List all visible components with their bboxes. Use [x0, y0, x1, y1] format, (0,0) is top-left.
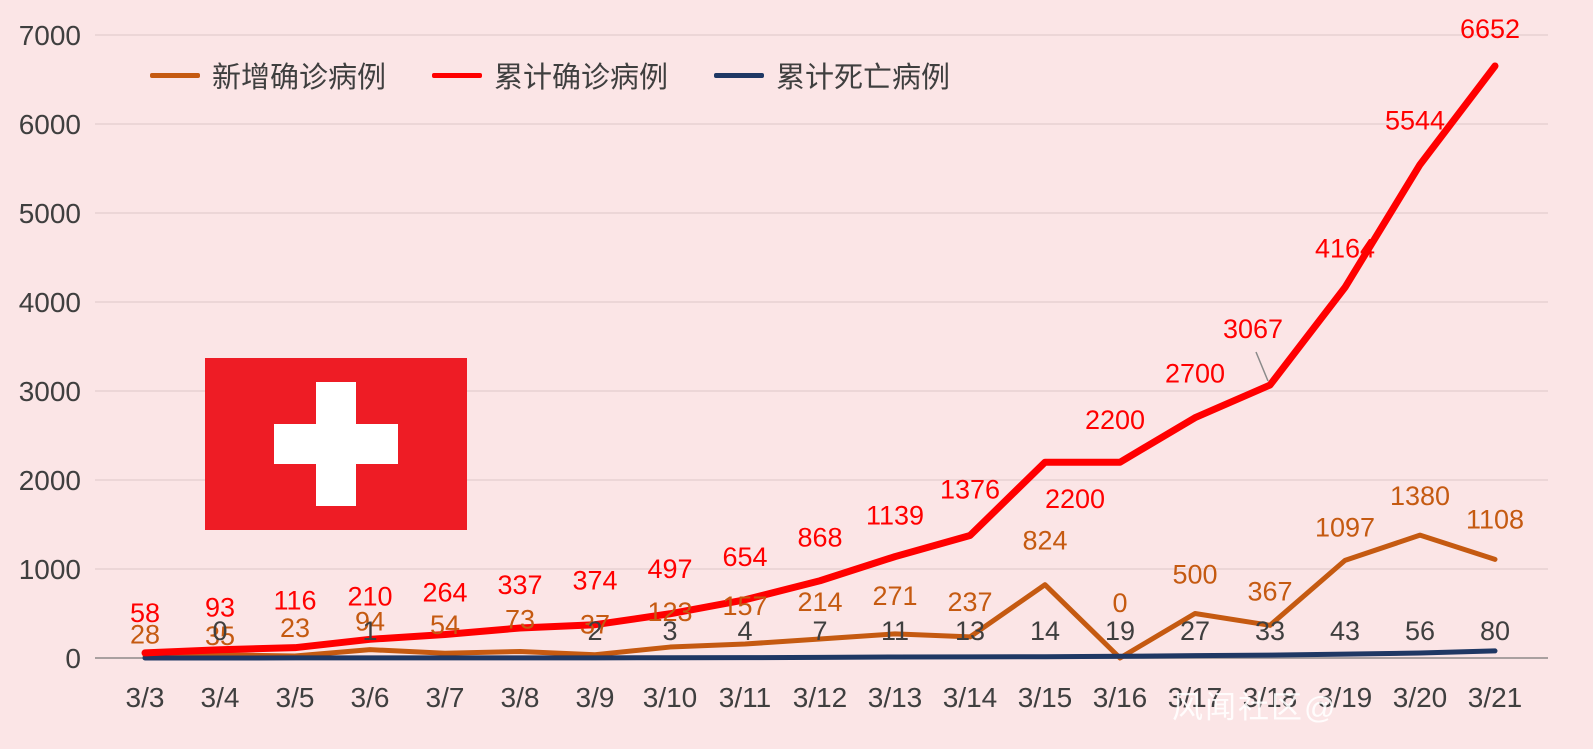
- data-label-new-confirmed: 214: [797, 587, 842, 617]
- data-label-cumulative-deaths: 7: [812, 616, 827, 646]
- legend-item-new-confirmed: 新增确诊病例: [150, 54, 386, 96]
- data-label-cumulative-confirmed: 116: [273, 586, 316, 616]
- data-label-cumulative-confirmed: 374: [572, 566, 617, 596]
- switzerland-flag: [205, 358, 467, 530]
- data-label-cumulative-confirmed: 1376: [940, 475, 1000, 505]
- label-leader-line: [1255, 351, 1269, 382]
- data-label-new-confirmed: 37: [580, 610, 610, 640]
- legend-swatch-cumulative-confirmed: [432, 72, 483, 78]
- y-axis-label: 0: [65, 643, 81, 674]
- data-label-new-confirmed: 271: [872, 581, 917, 611]
- data-label-cumulative-confirmed: 497: [647, 554, 692, 584]
- data-label-cumulative-deaths: 3: [662, 616, 677, 646]
- data-label-new-confirmed: 28: [130, 620, 160, 650]
- data-label-new-confirmed: 0: [1112, 588, 1127, 618]
- data-label-cumulative-confirmed: 93: [205, 593, 235, 623]
- x-axis-label: 3/13: [868, 682, 923, 713]
- chart-legend: 新增确诊病例 累计确诊病例 累计死亡病例: [150, 54, 950, 96]
- data-label-cumulative-deaths: 19: [1105, 616, 1135, 646]
- data-label-new-confirmed: 73: [505, 605, 535, 635]
- legend-label-new-confirmed: 新增确诊病例: [212, 62, 387, 94]
- data-label-cumulative-deaths: 2: [587, 616, 602, 646]
- series-line-cumulative-confirmed: [141, 62, 1499, 657]
- x-axis-label: 3/18: [1243, 682, 1298, 713]
- data-label-new-confirmed: 500: [1172, 560, 1217, 590]
- data-label-cumulative-confirmed: 868: [797, 523, 842, 553]
- data-label-new-confirmed: 367: [1247, 576, 1292, 606]
- legend-swatch-cumulative-deaths: [714, 72, 765, 78]
- data-label-new-confirmed: 123: [647, 597, 692, 627]
- x-axis-label: 3/10: [643, 682, 698, 713]
- data-label-new-confirmed: 54: [430, 610, 460, 640]
- data-label-new-confirmed: 35: [205, 621, 235, 651]
- data-label-new-confirmed: 1380: [1390, 481, 1450, 511]
- x-axis-label: 3/5: [276, 682, 315, 713]
- data-label-cumulative-confirmed: 210: [347, 581, 392, 611]
- data-label-cumulative-confirmed: 6652: [1460, 14, 1520, 44]
- data-label-cumulative-confirmed: 2200: [1045, 484, 1105, 514]
- watermark: 风闻社区@: [1172, 690, 1338, 725]
- legend-item-cumulative-confirmed: 累计确诊病例: [432, 54, 668, 96]
- data-label-cumulative-confirmed: 2700: [1165, 359, 1225, 389]
- series-line-cumulative-deaths: [142, 648, 1498, 661]
- data-label-new-confirmed: 157: [722, 591, 767, 621]
- x-axis-label: 3/21: [1468, 682, 1523, 713]
- x-axis-label: 3/16: [1093, 682, 1148, 713]
- x-axis-label: 3/7: [426, 682, 465, 713]
- data-label-cumulative-confirmed: 1139: [866, 501, 924, 531]
- y-axis-label: 6000: [19, 109, 81, 140]
- data-label-cumulative-deaths: 56: [1405, 616, 1435, 646]
- x-axis-label: 3/6: [351, 682, 390, 713]
- data-label-cumulative-deaths: 14: [1030, 616, 1060, 646]
- x-axis-label: 3/12: [793, 682, 848, 713]
- legend-label-cumulative-confirmed: 累计确诊病例: [494, 62, 669, 94]
- data-label-new-confirmed: 237: [947, 587, 992, 617]
- y-axis-label: 3000: [19, 376, 81, 407]
- data-label-cumulative-deaths: 11: [881, 616, 909, 646]
- data-label-cumulative-confirmed: 264: [422, 578, 467, 608]
- legend-swatch-new-confirmed: [150, 72, 200, 78]
- x-axis-label: 3/9: [576, 682, 615, 713]
- data-label-cumulative-deaths: 33: [1255, 616, 1285, 646]
- data-label-cumulative-confirmed: 337: [497, 570, 542, 600]
- data-label-new-confirmed: 23: [280, 613, 310, 643]
- data-label-new-confirmed: 94: [355, 607, 385, 637]
- data-label-cumulative-confirmed: 2200: [1085, 405, 1145, 435]
- x-axis-label: 3/8: [501, 682, 540, 713]
- legend-item-cumulative-deaths: 累计死亡病例: [714, 54, 950, 96]
- x-axis-label: 3/11: [719, 682, 771, 713]
- data-label-cumulative-deaths: 4: [737, 616, 752, 646]
- y-axis-label: 7000: [19, 20, 81, 51]
- x-axis-label: 3/19: [1318, 682, 1373, 713]
- data-label-cumulative-confirmed: 5544: [1385, 106, 1445, 136]
- y-axis-label: 4000: [19, 287, 81, 318]
- data-label-new-confirmed: 1097: [1315, 512, 1375, 542]
- data-label-cumulative-deaths: 27: [1180, 616, 1210, 646]
- data-label-cumulative-confirmed: 58: [130, 598, 160, 628]
- data-label-new-confirmed: 1108: [1466, 504, 1524, 534]
- data-label-cumulative-deaths: 0: [212, 616, 227, 646]
- flag-cross-horizontal: [274, 424, 398, 464]
- x-axis-label: 3/20: [1393, 682, 1448, 713]
- data-label-cumulative-deaths: 80: [1480, 616, 1510, 646]
- data-label-new-confirmed: 824: [1022, 526, 1067, 556]
- data-label-cumulative-deaths: 13: [955, 616, 985, 646]
- data-label-cumulative-deaths: 43: [1330, 616, 1360, 646]
- x-axis-label: 3/17: [1168, 682, 1223, 713]
- legend-label-cumulative-deaths: 累计死亡病例: [776, 62, 951, 94]
- y-axis-label: 1000: [19, 554, 81, 585]
- x-axis-label: 3/4: [201, 682, 240, 713]
- y-axis-label: 2000: [19, 465, 81, 496]
- x-axis-label: 3/15: [1018, 682, 1073, 713]
- series-line-new-confirmed: [142, 532, 1498, 661]
- x-axis-label: 3/14: [943, 682, 998, 713]
- x-axis-label: 3/3: [126, 682, 165, 713]
- data-label-cumulative-deaths: 1: [362, 616, 377, 646]
- data-label-cumulative-confirmed: 654: [722, 542, 767, 572]
- data-label-cumulative-confirmed: 4164: [1315, 233, 1375, 263]
- data-label-cumulative-confirmed: 3067: [1223, 314, 1283, 344]
- y-axis-label: 5000: [19, 198, 81, 229]
